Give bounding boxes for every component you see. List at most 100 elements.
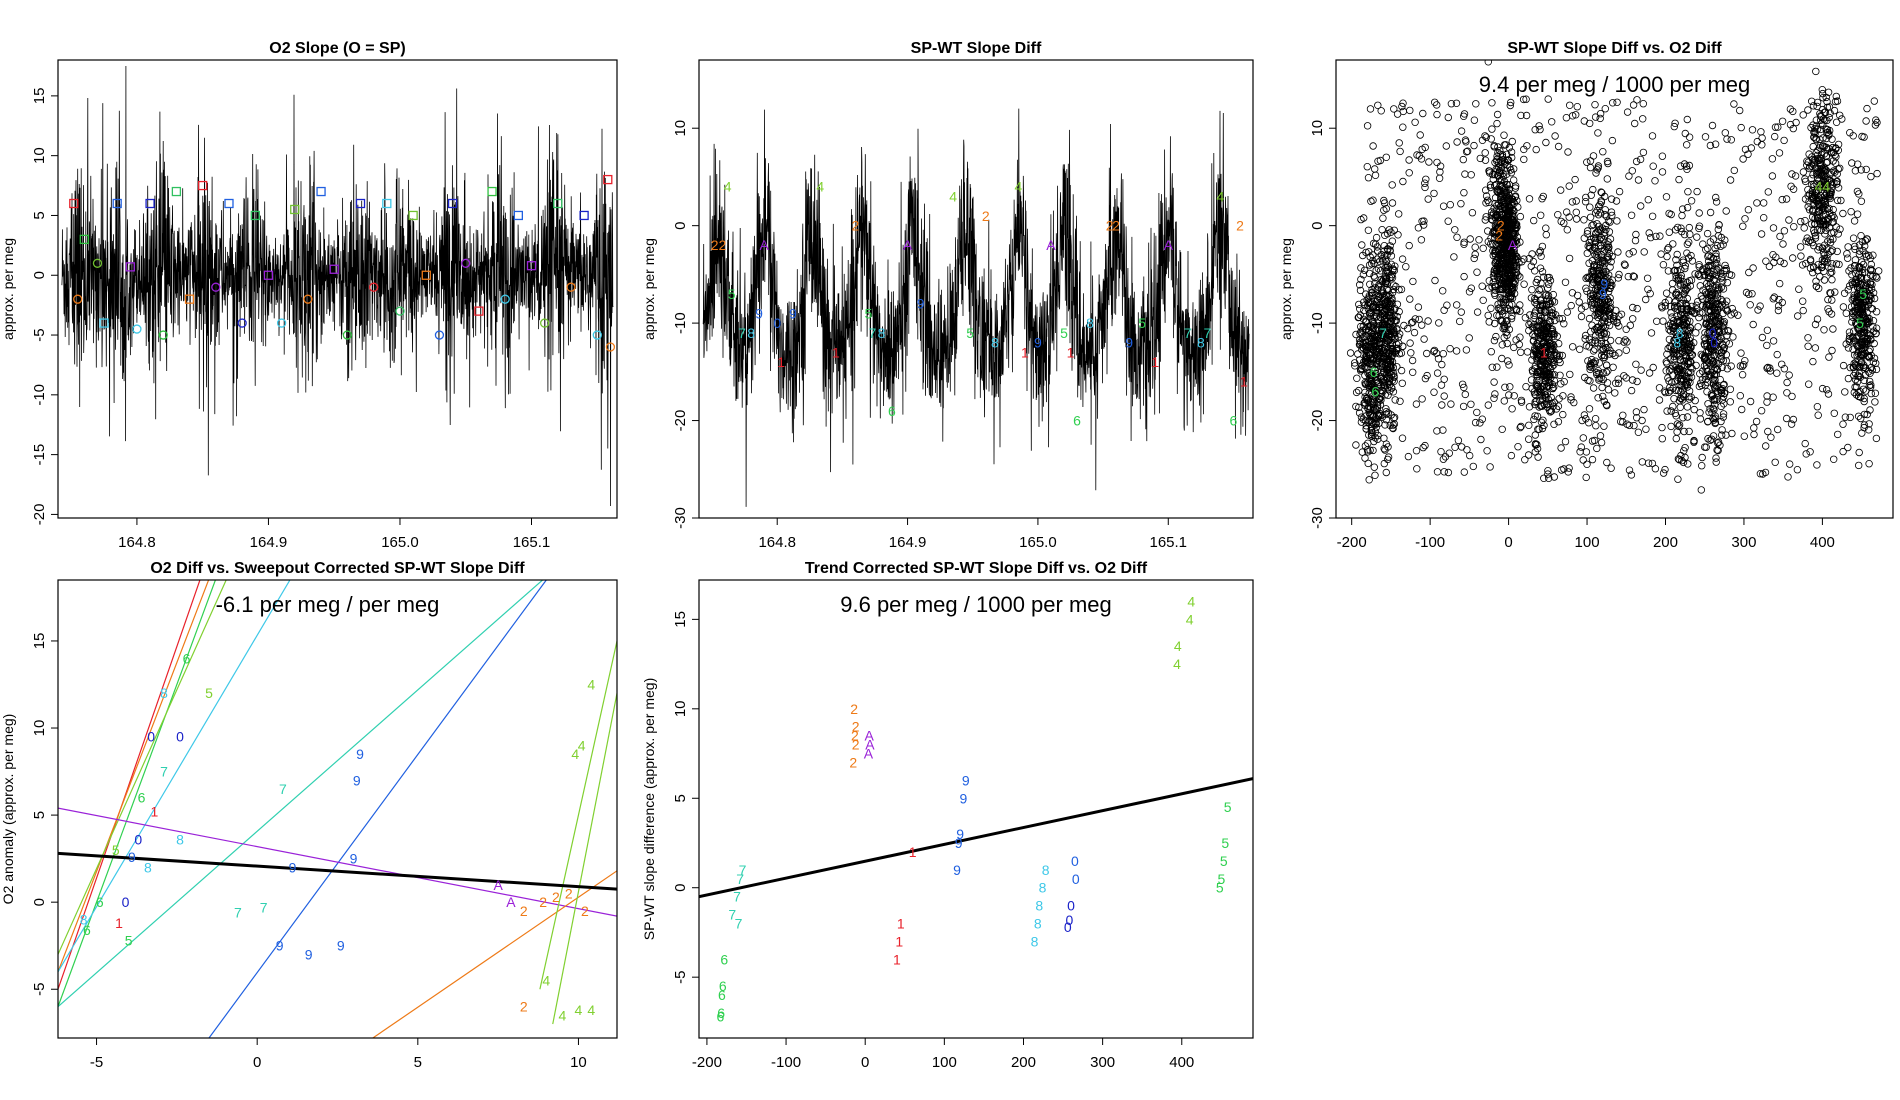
label-point: 4 bbox=[1186, 611, 1194, 627]
scatter-point bbox=[1543, 273, 1552, 282]
label-point: 8 bbox=[1042, 862, 1050, 878]
scatter-point bbox=[1550, 473, 1558, 481]
scatter-point bbox=[1508, 137, 1516, 146]
scatter-point bbox=[1690, 437, 1698, 445]
scatter-point bbox=[1699, 240, 1707, 248]
scatter-point bbox=[1408, 368, 1417, 376]
scatter-point bbox=[1498, 151, 1507, 159]
scatter-point bbox=[1358, 346, 1366, 354]
scatter-point bbox=[1384, 409, 1392, 417]
scatter-point bbox=[1487, 304, 1495, 312]
x-tick-label: -5 bbox=[90, 1054, 103, 1071]
scatter-point bbox=[1507, 451, 1516, 460]
scatter-point bbox=[1364, 305, 1373, 313]
scatter-point bbox=[1817, 112, 1825, 121]
scatter-point bbox=[1651, 465, 1660, 473]
scatter-point bbox=[1737, 349, 1745, 357]
scatter-point bbox=[1843, 250, 1851, 258]
scatter-point bbox=[1582, 274, 1590, 283]
scatter-point bbox=[1593, 277, 1602, 285]
scatter-point bbox=[1854, 320, 1862, 328]
scatter-point bbox=[1386, 339, 1394, 347]
scatter-point bbox=[1680, 357, 1688, 365]
scatter-point bbox=[1433, 468, 1442, 476]
square-marker bbox=[408, 210, 418, 221]
scatter-point bbox=[1376, 313, 1384, 321]
scatter-point bbox=[1859, 287, 1868, 295]
label-point: 2 bbox=[850, 701, 858, 717]
scatter-point bbox=[1450, 253, 1458, 261]
scatter-point bbox=[1588, 221, 1596, 230]
scatter-point bbox=[1451, 443, 1459, 451]
scatter-point bbox=[1398, 434, 1407, 442]
scatter-point bbox=[1591, 230, 1600, 238]
scatter-point bbox=[1855, 190, 1863, 198]
scatter-point bbox=[1471, 243, 1479, 251]
scatter-point bbox=[1557, 466, 1566, 474]
scatter-point bbox=[1601, 271, 1609, 280]
scatter-point bbox=[1712, 359, 1720, 367]
label-point: 6 bbox=[96, 894, 104, 910]
scatter-point bbox=[1666, 387, 1675, 395]
scatter-point bbox=[1726, 385, 1735, 393]
scatter-point bbox=[1590, 359, 1599, 368]
scatter-point bbox=[1406, 295, 1414, 303]
scatter-point bbox=[1697, 486, 1705, 494]
scatter-point bbox=[1373, 347, 1381, 356]
label-point: 8 bbox=[144, 859, 152, 875]
scatter-point bbox=[1673, 261, 1681, 269]
scatter-point bbox=[1867, 381, 1875, 389]
scatter-point bbox=[1701, 381, 1709, 389]
scatter-point bbox=[1812, 169, 1821, 178]
scatter-point bbox=[1706, 405, 1714, 413]
scatter-point bbox=[1476, 154, 1484, 163]
scatter-point bbox=[1663, 245, 1672, 254]
scatter-point bbox=[1712, 284, 1720, 292]
scatter-point bbox=[1597, 253, 1606, 261]
chart-title: SP-WT Slope Diff bbox=[911, 40, 1042, 57]
scatter-point bbox=[1383, 298, 1391, 306]
scatter-point bbox=[1379, 289, 1388, 297]
scatter-point bbox=[1506, 383, 1514, 391]
label-point: 8 bbox=[1086, 315, 1094, 331]
circle-marker bbox=[303, 294, 313, 304]
scatter-point bbox=[1487, 348, 1495, 356]
scatter-point bbox=[1704, 329, 1712, 338]
scatter-point bbox=[1677, 224, 1685, 232]
scatter-point bbox=[1508, 209, 1517, 218]
scatter-point bbox=[1676, 281, 1684, 289]
scatter-point bbox=[1854, 412, 1863, 420]
circle-marker bbox=[434, 330, 445, 340]
scatter-point bbox=[1693, 233, 1701, 241]
scatter-point bbox=[1367, 197, 1375, 205]
y-tick-label: 10 bbox=[31, 720, 48, 737]
scatter-point bbox=[1850, 242, 1859, 251]
scatter-point bbox=[1626, 321, 1634, 330]
scatter-point bbox=[1529, 216, 1538, 225]
scatter-point bbox=[1685, 326, 1693, 334]
scatter-point bbox=[1593, 248, 1601, 256]
scatter-point bbox=[1783, 389, 1791, 397]
scatter-point bbox=[1793, 312, 1802, 320]
scatter-point bbox=[1848, 159, 1856, 167]
scatter-point bbox=[1771, 458, 1779, 466]
scatter-point bbox=[1827, 310, 1836, 318]
scatter-point bbox=[1521, 456, 1529, 464]
scatter-point bbox=[1505, 391, 1513, 399]
scatter-point bbox=[1765, 262, 1774, 271]
scatter-point bbox=[1536, 247, 1545, 255]
scatter-point bbox=[1799, 168, 1808, 176]
scatter-point bbox=[1852, 383, 1861, 391]
scatter-point bbox=[1676, 403, 1684, 411]
scatter-point bbox=[1500, 141, 1509, 149]
scatter-point bbox=[1745, 290, 1753, 298]
scatter-point bbox=[1865, 420, 1873, 428]
scatter-point bbox=[1366, 280, 1374, 288]
scatter-point bbox=[1750, 430, 1758, 439]
scatter-point bbox=[1674, 475, 1682, 483]
scatter-point bbox=[1658, 435, 1666, 443]
scatter-point bbox=[1435, 174, 1444, 182]
scatter-point bbox=[1596, 432, 1605, 440]
scatter-point bbox=[1499, 298, 1507, 306]
scatter-point bbox=[1622, 346, 1630, 354]
